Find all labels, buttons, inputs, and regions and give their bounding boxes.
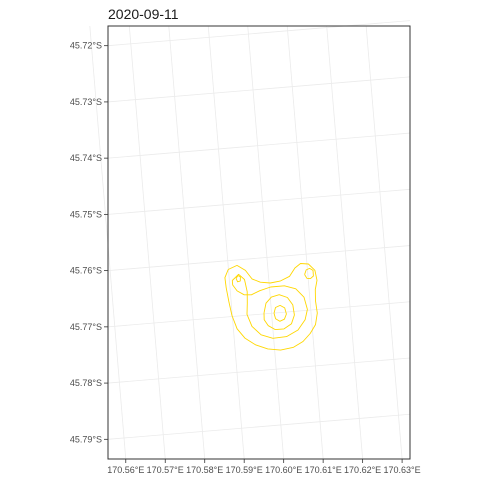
parallel-gridline — [107, 132, 411, 159]
x-tick-label: 170.56°E — [107, 465, 144, 475]
parallel-gridline — [107, 301, 411, 328]
parallel-gridline — [107, 20, 411, 47]
meridian-gridline — [286, 25, 324, 460]
y-tick-label: 45.79°S — [70, 434, 102, 444]
contour-line-north-east — [304, 267, 314, 280]
y-tick-label: 45.74°S — [70, 153, 102, 163]
parallel-gridline — [107, 76, 411, 103]
parallel-gridline — [107, 413, 411, 440]
contour-line-inner — [263, 294, 295, 331]
x-tick-label: 170.59°E — [226, 465, 263, 475]
y-axis: 45.72°S 45.73°S 45.74°S 45.75°S 45.76°S 45.77… — [70, 41, 108, 444]
y-tick-label: 45.75°S — [70, 209, 102, 219]
contour-line-outer — [224, 263, 318, 351]
x-tick-label: 170.58°E — [186, 465, 223, 475]
contour-line-middle — [231, 273, 308, 339]
parallel-gridline — [107, 188, 411, 215]
meridian-gridline — [128, 25, 166, 460]
meridian-gridline — [247, 25, 285, 460]
chart-title: 2020-09-11 — [108, 6, 179, 22]
meridian-gridline — [326, 25, 364, 460]
x-axis: 170.56°E 170.57°E 170.58°E 170.59°E 170.60°E… — [107, 459, 421, 475]
x-tick-label: 170.62°E — [344, 465, 381, 475]
y-tick-label: 45.73°S — [70, 97, 102, 107]
meridian-gridline — [365, 25, 403, 460]
parallel-gridline — [107, 245, 411, 272]
meridian-gridline — [207, 25, 245, 460]
y-tick-label: 45.72°S — [70, 41, 102, 51]
y-tick-label: 45.77°S — [70, 322, 102, 332]
parallel-gridline — [107, 357, 411, 384]
contour-line-north-west — [235, 275, 241, 283]
contour-line-peak — [273, 304, 287, 322]
meridian-gridline — [168, 25, 206, 460]
x-tick-label: 170.57°E — [147, 465, 184, 475]
plot-panel-border — [107, 25, 411, 460]
density-contours — [224, 263, 318, 351]
x-tick-label: 170.63°E — [384, 465, 421, 475]
y-tick-label: 45.78°S — [70, 378, 102, 388]
y-tick-label: 45.76°S — [70, 266, 102, 276]
graticule-grid — [89, 20, 411, 460]
x-tick-label: 170.60°E — [265, 465, 302, 475]
x-tick-label: 170.61°E — [305, 465, 342, 475]
